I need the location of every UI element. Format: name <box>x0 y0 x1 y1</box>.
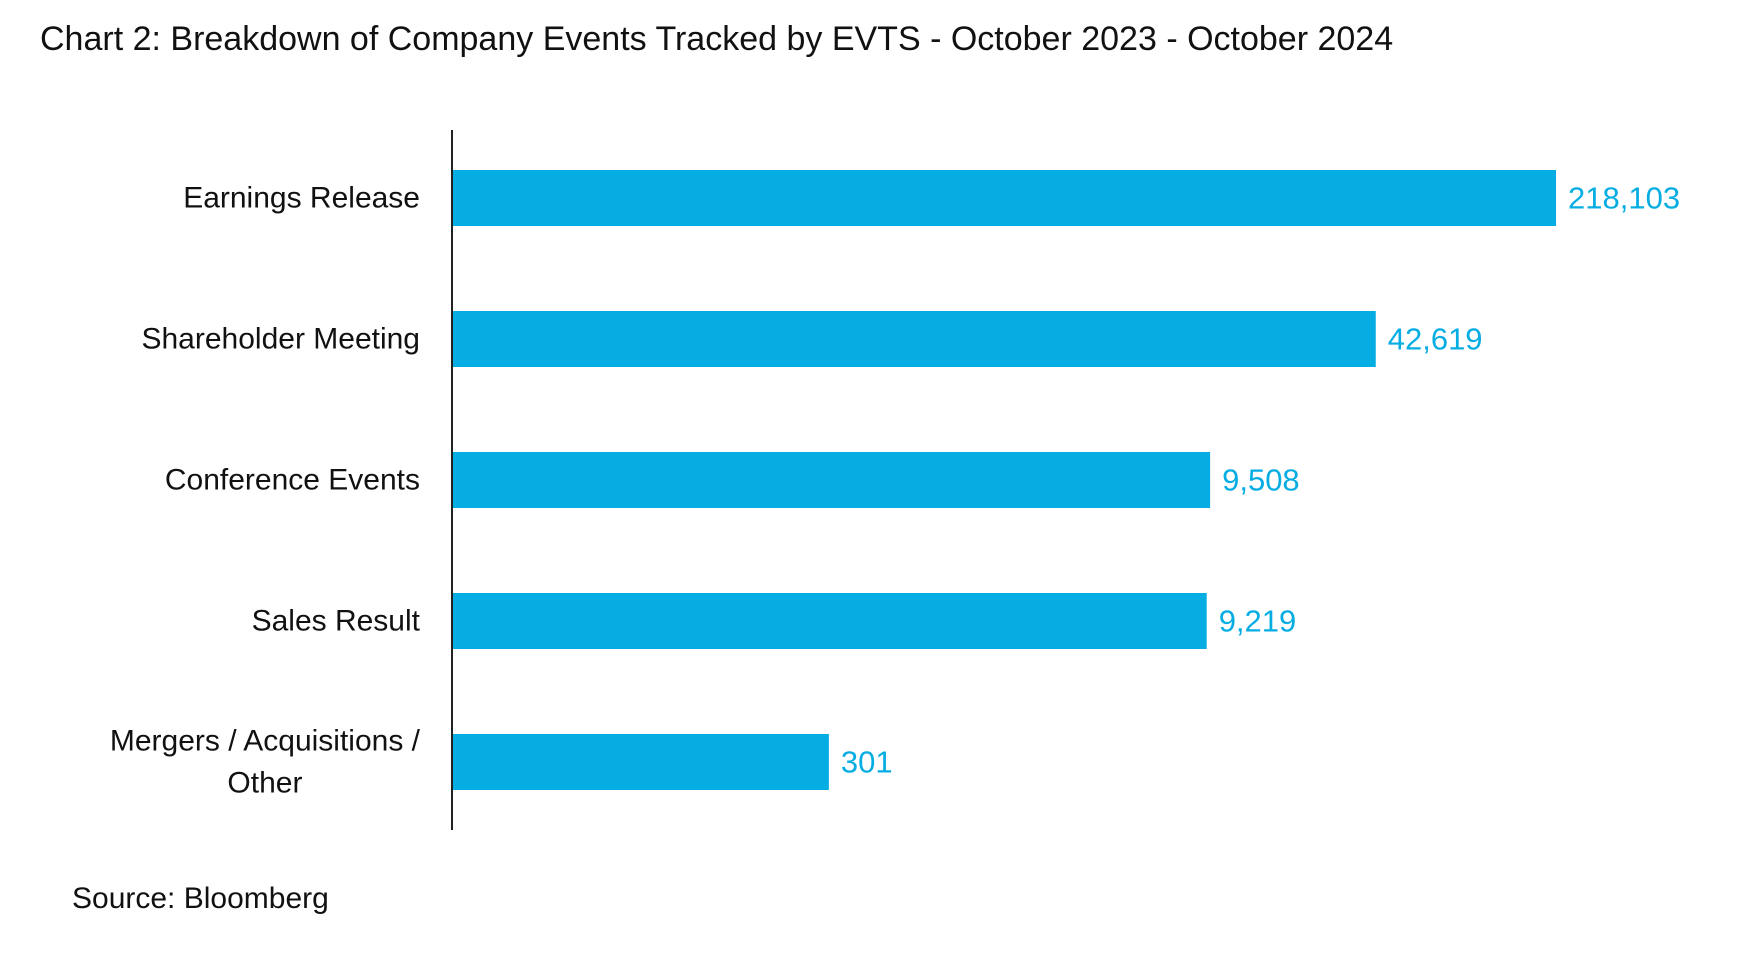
category-label-shareholder-meeting: Shareholder Meeting <box>141 323 420 356</box>
bars-group <box>453 170 1556 790</box>
bar-mergers-acquisitions-other <box>453 734 829 790</box>
chart-title: Chart 2: Breakdown of Company Events Tra… <box>40 20 1394 58</box>
value-label-conference-events: 9,508 <box>1222 463 1300 498</box>
value-label-earnings-release: 218,103 <box>1568 181 1680 216</box>
source-note: Source: Bloomberg <box>72 882 329 915</box>
value-labels: 218,103 42,619 9,508 9,219 301 <box>841 181 1680 780</box>
bar-shareholder-meeting <box>453 311 1376 367</box>
value-label-shareholder-meeting: 42,619 <box>1388 322 1483 357</box>
category-label-conference-events: Conference Events <box>165 464 420 497</box>
value-label-mergers-acquisitions-other: 301 <box>841 745 893 780</box>
category-label-mergers-acquisitions-other: Mergers / Acquisitions / Other <box>110 725 421 800</box>
bar-sales-result <box>453 593 1207 649</box>
category-labels: Earnings Release Shareholder Meeting Confe… <box>110 182 421 800</box>
bar-earnings-release <box>453 170 1556 226</box>
bar-conference-events <box>453 452 1211 508</box>
value-label-sales-result: 9,219 <box>1219 604 1297 639</box>
category-label-sales-result: Sales Result <box>252 605 421 638</box>
category-label-earnings-release: Earnings Release <box>183 182 420 215</box>
